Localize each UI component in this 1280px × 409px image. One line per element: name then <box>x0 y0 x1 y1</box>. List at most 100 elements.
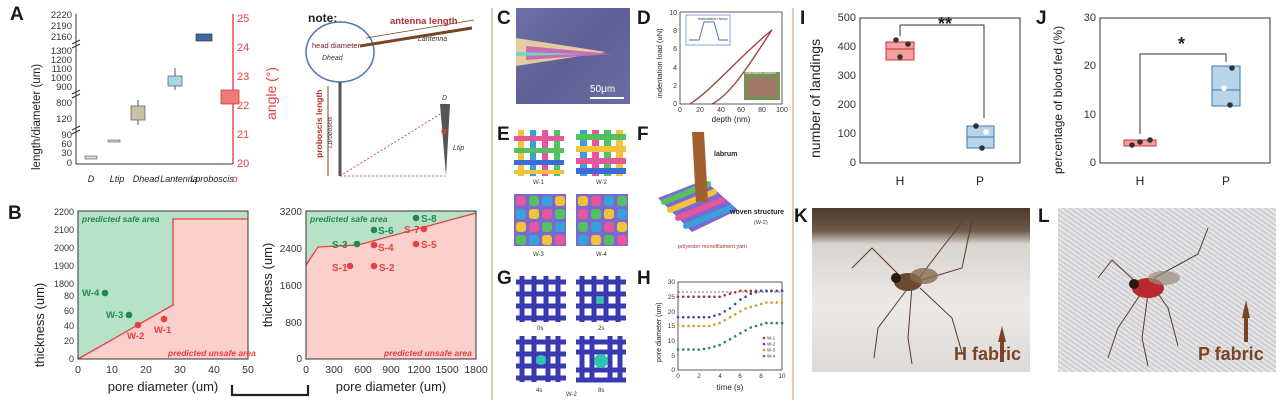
b-label-s7: S-7 <box>404 225 420 236</box>
b-point-s3 <box>353 240 361 248</box>
j-ytick-0: 0 <box>1090 157 1096 169</box>
b-point-w4 <box>101 289 109 297</box>
b-left-xtick-0: 0 <box>75 364 81 376</box>
i-ytick-500: 500 <box>838 12 856 24</box>
b-label-s3: S-3 <box>332 240 348 251</box>
h-point-w-2-16 <box>759 289 763 293</box>
b-left-ytick-2100: 2100 <box>54 225 74 235</box>
panel-l-photo: P fabric <box>1058 208 1276 372</box>
i-point-p2 <box>983 129 989 135</box>
g-label-8s: 8s <box>598 388 604 394</box>
panel-b-right-chart: predicted safe area predicted unsafe are… <box>260 207 488 394</box>
a-box-lproboscis <box>195 33 213 42</box>
b-right-ytick-1600: 1600 <box>280 281 303 292</box>
h-point-w-2-4 <box>697 315 701 319</box>
h-point-w-4-19 <box>775 321 779 325</box>
h-point-w-4-4 <box>697 348 701 351</box>
b-point-s2 <box>370 262 378 270</box>
b-point-s4 <box>370 241 378 249</box>
divider-2 <box>792 8 794 400</box>
h-point-w-2-10 <box>728 307 732 310</box>
h-point-w-3-13 <box>744 307 747 310</box>
h-point-w-1-8 <box>718 295 721 298</box>
h-point-w-3-7 <box>713 323 716 326</box>
h-point-w-3-14 <box>749 305 753 309</box>
panel-label-b: B <box>8 203 22 224</box>
b-left-xlabel: pore diameter (um) <box>108 379 219 394</box>
panel-a-note-diagram: note: antenna length Lantenna head diame… <box>305 11 475 177</box>
panel-g-snapshots: 0s 2s 4s W-2 8s <box>516 276 626 398</box>
note-d: D <box>442 95 447 102</box>
b-left-ytick-1800: 1800 <box>54 279 74 289</box>
b-left-xtick-40: 40 <box>208 364 220 376</box>
b-right-safe-label: predicted safe area <box>309 214 388 224</box>
b-label-s1: S-1 <box>332 263 348 274</box>
b-left-xtick-30: 30 <box>174 364 186 376</box>
h-point-w-4-14 <box>749 326 753 329</box>
panel-label-g: G <box>497 268 512 289</box>
g-label-w2: W-2 <box>566 392 578 398</box>
i-ytick-400: 400 <box>838 41 856 53</box>
b-right-xtick-1800: 1800 <box>464 364 488 376</box>
h-point-w-4-12 <box>739 332 742 335</box>
b-right-xlabel: pore diameter (um) <box>336 379 447 394</box>
panel-c-micrograph: 50μm <box>516 8 630 104</box>
h-point-w-3-15 <box>754 304 758 307</box>
h-point-w-3-12 <box>739 310 742 313</box>
j-ytick-20: 20 <box>1084 60 1096 72</box>
b-left-ytick-2000: 2000 <box>54 243 74 253</box>
e-label-w3: W-3 <box>533 252 545 258</box>
b-label-w1: W-1 <box>154 325 172 336</box>
b-right-ytick-2400: 2400 <box>280 244 303 255</box>
h-point-w-1-14 <box>749 289 753 293</box>
note-title: note: <box>308 11 337 25</box>
h-point-w-2-20 <box>780 289 784 293</box>
h-point-w-1-0 <box>676 295 680 298</box>
b-point-w3 <box>125 311 133 319</box>
panel-f-diagram: labrum woven structure (W-2) polyester m… <box>658 132 784 250</box>
l-caption: P fabric <box>1198 344 1264 364</box>
weave-w1 <box>514 130 564 176</box>
h-xtick-0: 0 <box>676 373 680 380</box>
g-label-0s: 0s <box>537 326 543 332</box>
b-label-s6: S-6 <box>378 226 394 237</box>
h-point-w-2-19 <box>775 289 779 293</box>
b-right-xtick-0: 0 <box>303 364 309 376</box>
i-xtick-p: P <box>976 174 984 188</box>
h-point-w-1-13 <box>744 289 747 293</box>
h-xlabel: time (s) <box>717 383 744 392</box>
a-y2tick-20: 20 <box>237 158 249 170</box>
a-y2tick-22: 22 <box>237 100 249 112</box>
h-point-w-1-11 <box>733 291 737 294</box>
panel-i-chart: 0 100 200 300 400 500 H P number of land… <box>807 12 1021 188</box>
a-xtick-ltip: Ltip <box>110 174 125 184</box>
d-xtick-80: 80 <box>758 107 766 114</box>
d-xtick-20: 20 <box>696 107 704 114</box>
h-point-w-1-2 <box>687 295 690 298</box>
d-ytick-4: 4 <box>673 65 677 72</box>
a-y2tick-24: 24 <box>237 42 249 54</box>
h-point-w-1-12 <box>739 289 742 293</box>
b-point-w2 <box>134 321 142 329</box>
d-ylabel: indentation load (uN) <box>655 28 664 98</box>
h-legend-label-w-2: W-2 <box>767 342 776 347</box>
h-legend-marker-w-4 <box>762 354 766 358</box>
h-point-w-2-1 <box>681 315 685 319</box>
b-left-xtick-10: 10 <box>106 364 118 376</box>
h-point-w-1-3 <box>692 295 695 298</box>
a-box-ltip <box>107 139 121 143</box>
b-left-ytick-60: 60 <box>64 306 74 316</box>
h-point-w-4-1 <box>681 348 685 351</box>
h-point-w-4-17 <box>765 321 768 325</box>
j-point-h1 <box>1129 142 1135 148</box>
a-ytick-2160: 2160 <box>51 32 72 43</box>
a-ytick-0: 0 <box>67 158 72 169</box>
h-point-w-4-3 <box>692 348 695 351</box>
h-point-w-2-9 <box>723 310 727 313</box>
note-ltip: Ltip <box>453 145 464 152</box>
k-caption: H fabric <box>954 344 1022 364</box>
j-point-h2 <box>1137 139 1143 145</box>
h-point-w-4-15 <box>754 324 758 328</box>
a-xtick-lproboscis: Lproboscis <box>190 174 234 184</box>
a-box-lantenna <box>167 68 183 90</box>
